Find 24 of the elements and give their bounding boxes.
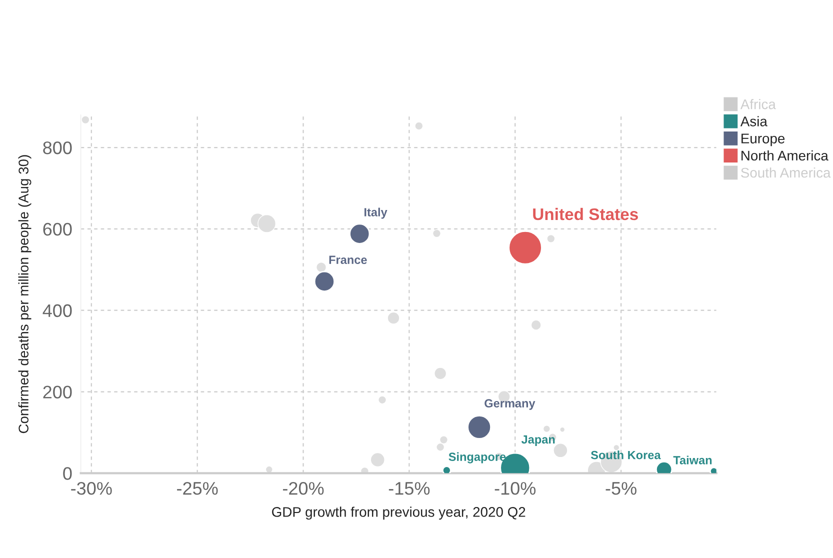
y-tick-label: 600 [43, 222, 72, 236]
annotation: Italy [364, 208, 388, 219]
x-tick-label: -20% [282, 482, 324, 495]
annotation: Germany [484, 399, 536, 410]
annotation: France [329, 256, 367, 264]
x-tick-label: -30% [71, 482, 112, 495]
y-tick-label: 400 [42, 304, 72, 318]
legend-label: North America [742, 150, 828, 161]
y-tick-label: 0 [63, 467, 72, 480]
annotation: Singapore [448, 452, 506, 464]
y-axis-title: Confirmed deaths per million people (Aug 30) [18, 155, 32, 434]
x-tick-label: -10% [494, 482, 536, 495]
legend-label: Asia [740, 116, 768, 126]
y-tick-label: 800 [43, 141, 72, 154]
y-tick-label: 200 [43, 386, 72, 398]
x-tick-label: -5% [606, 482, 636, 495]
x-tick-label: -25% [177, 482, 218, 495]
annotation: Japan [521, 435, 555, 446]
legend-label: Europe [742, 134, 785, 146]
x-tick-label: -15% [388, 482, 430, 495]
annotation: United States [533, 208, 638, 220]
x-axis-title: GDP growth from previous year, 2020 Q2 [272, 506, 526, 520]
annotation: Taiwan [673, 456, 712, 464]
annotation: South Korea [590, 450, 661, 460]
